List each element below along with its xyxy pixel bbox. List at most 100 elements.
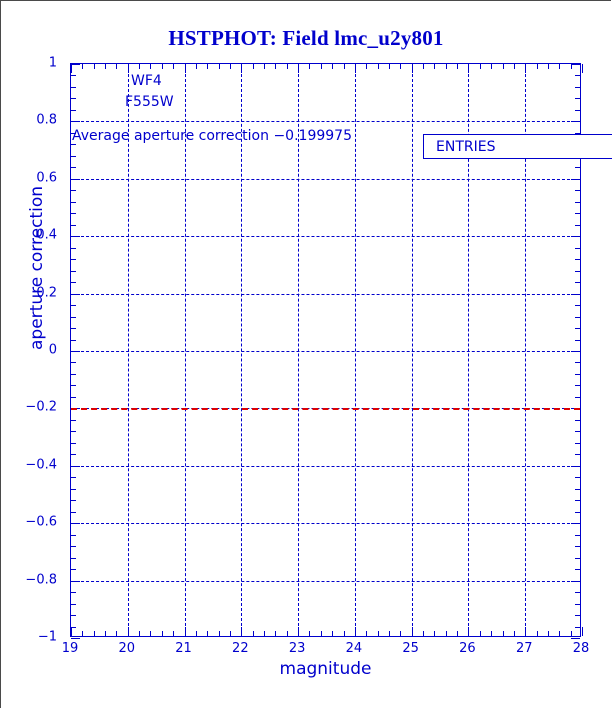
tick-mark-x-minor <box>275 631 277 636</box>
tick-mark-y-minor <box>71 144 76 146</box>
tick-mark-y-minor <box>575 98 580 100</box>
tick-mark-y-major <box>571 523 580 525</box>
average-correction-reference-line <box>71 408 580 411</box>
tick-mark-x-minor <box>445 64 447 69</box>
tick-mark-y-major <box>71 638 80 639</box>
x-tick-label: 22 <box>232 641 249 656</box>
tick-mark-x-minor <box>343 64 345 69</box>
tick-mark-y-minor <box>575 270 580 272</box>
tick-mark-x-minor <box>229 64 231 69</box>
tick-mark-x-minor <box>377 64 379 69</box>
tick-mark-x-minor <box>229 631 231 636</box>
y-axis-title: aperture correction <box>27 186 47 350</box>
tick-mark-y-minor <box>71 167 76 169</box>
x-tick-label: 28 <box>572 641 590 656</box>
tick-mark-y-minor <box>575 305 580 307</box>
tick-mark-y-minor <box>575 167 580 169</box>
gridline-vertical <box>298 64 300 636</box>
tick-mark-x-major <box>582 627 583 636</box>
tick-mark-y-minor <box>71 534 76 536</box>
tick-mark-y-minor <box>575 373 580 375</box>
gridline-vertical <box>184 64 186 636</box>
y-tick-label: −1 <box>37 629 57 645</box>
tick-mark-y-minor <box>575 385 580 387</box>
gridline-vertical <box>241 64 243 636</box>
tick-mark-y-minor <box>71 442 76 444</box>
tick-mark-y-minor <box>575 201 580 203</box>
tick-mark-y-minor <box>575 592 580 594</box>
tick-mark-y-minor <box>71 396 76 398</box>
x-tick-label: 23 <box>288 641 306 656</box>
tick-mark-y-major <box>71 523 80 525</box>
annotation-chip: WF4 <box>131 73 162 89</box>
tick-mark-x-minor <box>513 631 515 636</box>
tick-mark-x-minor <box>105 64 107 69</box>
tick-mark-y-minor <box>575 132 580 134</box>
tick-mark-x-major <box>582 64 583 73</box>
y-tick-label: 0.8 <box>36 112 57 128</box>
tick-mark-y-minor <box>71 75 76 77</box>
tick-mark-y-minor <box>71 500 76 502</box>
tick-mark-y-minor <box>71 477 76 479</box>
gridline-horizontal <box>71 236 580 238</box>
tick-mark-y-minor <box>71 259 76 261</box>
tick-mark-x-major <box>468 64 470 73</box>
tick-mark-y-minor <box>71 362 76 364</box>
tick-mark-x-minor <box>513 64 515 69</box>
tick-mark-x-minor <box>82 64 84 69</box>
tick-mark-x-major <box>298 64 300 73</box>
tick-mark-y-minor <box>71 328 76 330</box>
gridline-horizontal <box>71 580 580 582</box>
tick-mark-x-minor <box>286 64 288 69</box>
tick-mark-y-minor <box>575 626 580 628</box>
tick-mark-y-major <box>571 64 580 65</box>
tick-mark-x-minor <box>491 64 493 69</box>
tick-mark-y-major <box>71 465 80 467</box>
tick-mark-x-minor <box>275 64 277 69</box>
tick-mark-y-minor <box>71 454 76 456</box>
tick-mark-x-minor <box>479 631 481 636</box>
tick-mark-x-major <box>184 64 186 73</box>
tick-mark-x-major <box>354 64 356 73</box>
x-tick-label: 20 <box>118 641 136 656</box>
tick-mark-y-minor <box>575 419 580 421</box>
x-tick-label: 21 <box>175 641 192 656</box>
tick-mark-x-major <box>411 627 413 636</box>
gridline-vertical <box>525 64 527 636</box>
tick-mark-x-major <box>525 627 527 636</box>
tick-mark-y-minor <box>71 190 76 192</box>
y-tick-label: 1 <box>48 55 57 71</box>
tick-mark-y-minor <box>71 557 76 559</box>
tick-mark-y-minor <box>71 155 76 157</box>
entries-label: ENTRIES <box>436 138 496 155</box>
tick-mark-x-minor <box>161 64 163 69</box>
y-tick-label: −0.2 <box>25 399 57 415</box>
tick-mark-x-minor <box>434 631 436 636</box>
tick-mark-x-minor <box>264 64 266 69</box>
tick-mark-y-minor <box>575 396 580 398</box>
tick-mark-y-minor <box>71 270 76 272</box>
tick-mark-y-minor <box>575 431 580 433</box>
tick-mark-y-major <box>571 178 580 180</box>
tick-mark-y-minor <box>71 339 76 341</box>
tick-mark-x-minor <box>116 631 118 636</box>
x-tick-label: 25 <box>402 641 419 656</box>
tick-mark-y-minor <box>71 282 76 284</box>
tick-mark-x-major <box>71 64 72 73</box>
tick-mark-x-minor <box>400 64 402 69</box>
tick-mark-x-minor <box>82 631 84 636</box>
y-tick-label: −0.6 <box>25 514 57 530</box>
tick-mark-x-minor <box>320 64 322 69</box>
tick-mark-x-minor <box>195 64 197 69</box>
tick-mark-y-minor <box>575 569 580 571</box>
tick-mark-y-minor <box>575 213 580 215</box>
tick-mark-x-major <box>127 627 129 636</box>
tick-mark-x-minor <box>332 64 334 69</box>
tick-mark-x-minor <box>423 631 425 636</box>
tick-mark-y-minor <box>575 282 580 284</box>
tick-mark-x-minor <box>559 64 561 69</box>
tick-mark-x-minor <box>264 631 266 636</box>
tick-mark-x-minor <box>105 631 107 636</box>
tick-mark-y-minor <box>71 86 76 88</box>
tick-mark-x-minor <box>150 631 152 636</box>
